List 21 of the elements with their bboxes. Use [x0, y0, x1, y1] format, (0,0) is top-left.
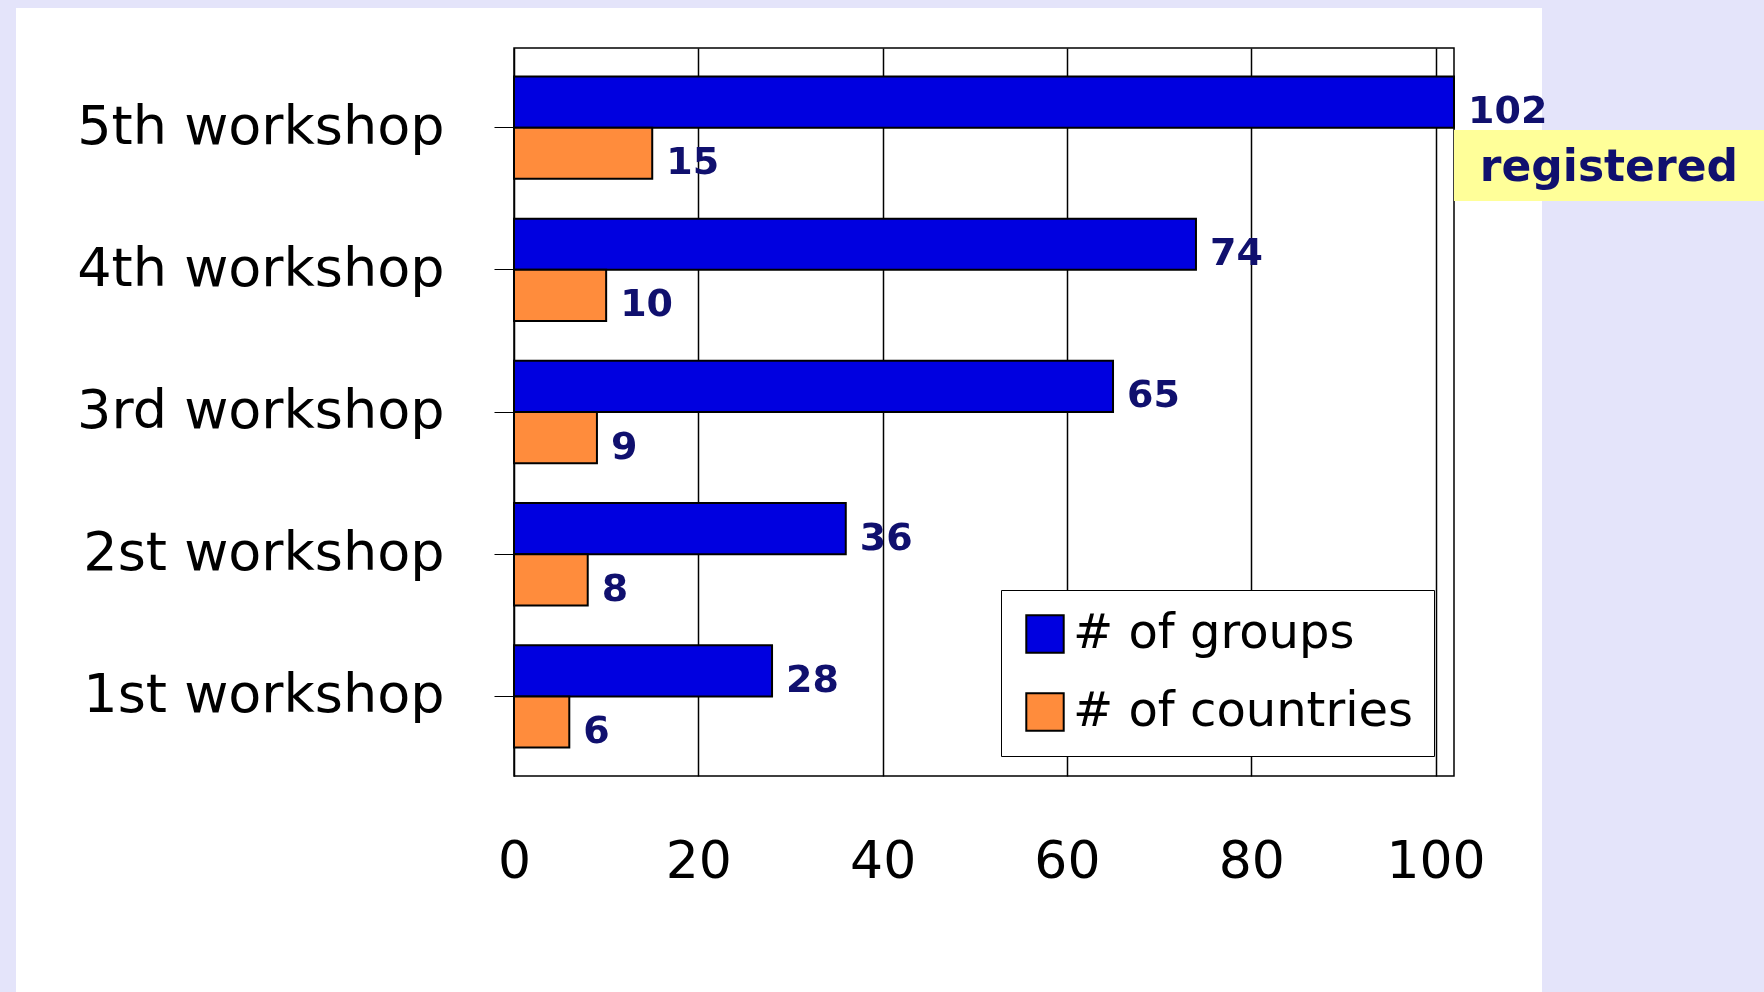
x-tick-label: 0	[497, 829, 532, 890]
x-tick-label: 80	[1218, 829, 1285, 890]
data-label: 65	[1127, 372, 1180, 417]
x-tick-label: 40	[850, 829, 917, 890]
x-tick-label: 60	[1034, 829, 1101, 890]
y-tick-label: 2st workshop	[83, 520, 445, 584]
data-label: 102	[1468, 88, 1548, 133]
y-tick-label: 5th workshop	[77, 93, 445, 157]
data-label: 8	[601, 565, 629, 610]
y-tick-label: 3rd workshop	[77, 378, 445, 441]
y-tick-label: 4th workshop	[77, 235, 445, 299]
data-label: 10	[620, 281, 674, 326]
text: registered	[1479, 140, 1738, 191]
data-label: 28	[786, 656, 839, 701]
data-label: 9	[610, 423, 638, 468]
legend-label: # of countries	[1073, 681, 1414, 737]
data-label: 6	[583, 707, 610, 752]
x-tick-label: 20	[665, 829, 732, 890]
x-tick-label: 100	[1386, 829, 1486, 890]
legend-label: # of groups	[1073, 603, 1355, 659]
y-tick-label: 1st workshop	[83, 662, 445, 726]
